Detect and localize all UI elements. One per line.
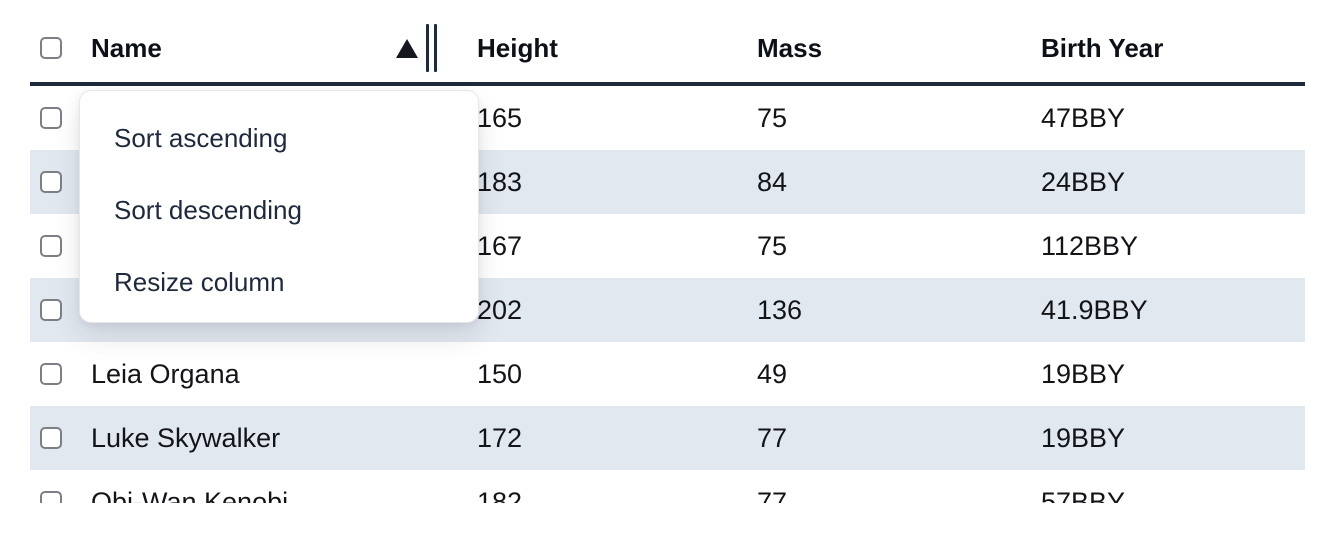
row-checkbox[interactable] [40,491,62,503]
column-header-height[interactable]: Height [477,32,558,63]
menu-item-sort-descending[interactable]: Sort descending [114,194,302,225]
cell-height: 172 [477,422,523,453]
resize-bar-icon [426,24,429,72]
menu-item-sort-ascending[interactable]: Sort ascending [114,122,288,153]
cell-name: Leia Organa [91,358,240,389]
column-header-name[interactable]: Name [91,14,477,82]
cell-birth-year: 47BBY [1041,102,1126,133]
cell-mass: 84 [757,166,788,197]
cell-birth-year: 57BBY [1041,486,1126,504]
cell-mass: 49 [757,358,788,389]
cell-height: 202 [477,294,523,325]
column-context-menu: Sort ascending Sort descending Resize co… [79,90,479,323]
row-checkbox[interactable] [40,235,62,257]
cell-name: Luke Skywalker [91,422,281,453]
row-checkbox[interactable] [40,427,62,449]
table-row: Obi-Wan Kenobi 182 77 57BBY [30,470,1305,503]
column-resize-handle[interactable] [426,24,437,72]
resize-bar-icon [434,24,437,72]
data-table: Name Height Mass Birth Year 165 75 47BBY… [30,0,1305,503]
column-header-birth-year[interactable]: Birth Year [1041,32,1164,63]
cell-height: 182 [477,486,523,504]
cell-height: 165 [477,102,523,133]
column-header-name-label: Name [91,32,162,63]
row-checkbox[interactable] [40,107,62,129]
table-row: Leia Organa 150 49 19BBY [30,342,1305,406]
cell-birth-year: 19BBY [1041,422,1126,453]
column-header-mass[interactable]: Mass [757,32,823,63]
cell-mass: 77 [757,486,788,504]
cell-height: 183 [477,166,523,197]
row-checkbox[interactable] [40,299,62,321]
cell-birth-year: 112BBY [1041,230,1139,261]
cell-name: Obi-Wan Kenobi [91,486,289,504]
cell-mass: 75 [757,230,788,261]
cell-birth-year: 24BBY [1041,166,1126,197]
cell-mass: 77 [757,422,788,453]
cell-mass: 75 [757,102,788,133]
table-header-row: Name Height Mass Birth Year [30,0,1305,86]
row-checkbox[interactable] [40,171,62,193]
header-checkbox-cell [30,37,91,59]
cell-birth-year: 41.9BBY [1041,294,1148,325]
cell-mass: 136 [757,294,803,325]
sort-ascending-icon[interactable] [396,38,418,58]
menu-item-resize-column[interactable]: Resize column [114,266,285,297]
table-row: Luke Skywalker 172 77 19BBY [30,406,1305,470]
select-all-checkbox[interactable] [40,37,62,59]
cell-birth-year: 19BBY [1041,358,1126,389]
row-checkbox[interactable] [40,363,62,385]
cell-height: 150 [477,358,523,389]
cell-height: 167 [477,230,523,261]
